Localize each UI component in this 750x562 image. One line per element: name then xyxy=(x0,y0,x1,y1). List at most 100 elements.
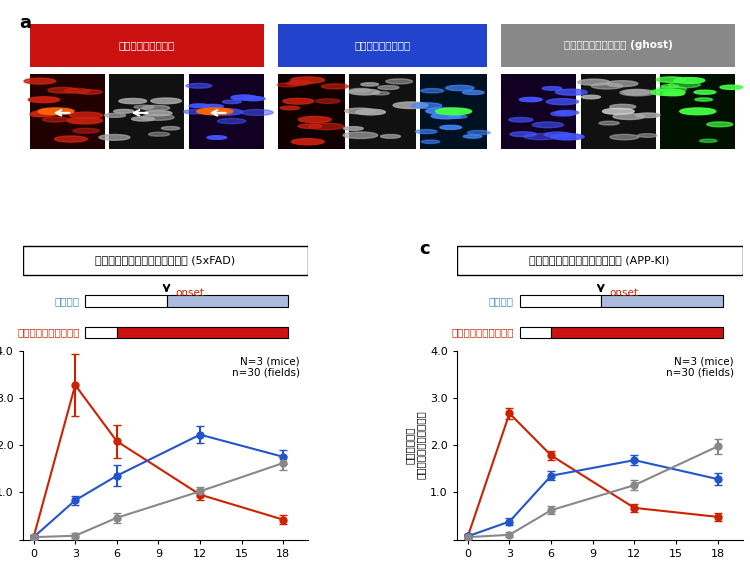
FancyBboxPatch shape xyxy=(86,327,117,338)
Circle shape xyxy=(73,128,99,133)
Text: アルツハイマー病モデルその１ (5xFAD): アルツハイマー病モデルその１ (5xFAD) xyxy=(95,255,236,265)
Circle shape xyxy=(114,110,134,113)
Circle shape xyxy=(289,80,312,85)
Circle shape xyxy=(386,79,412,84)
Circle shape xyxy=(104,114,126,117)
Circle shape xyxy=(345,108,375,114)
Circle shape xyxy=(24,78,56,84)
Text: N=3 (mice)
n=30 (fields): N=3 (mice) n=30 (fields) xyxy=(232,356,300,378)
Circle shape xyxy=(464,135,482,138)
Text: onset: onset xyxy=(609,288,638,298)
Circle shape xyxy=(650,89,686,96)
Circle shape xyxy=(524,134,557,140)
Circle shape xyxy=(232,95,258,100)
FancyBboxPatch shape xyxy=(551,327,722,338)
Circle shape xyxy=(231,95,256,100)
Circle shape xyxy=(64,88,90,93)
Circle shape xyxy=(43,117,68,122)
Text: ２次的ネクローシス: ２次的ネクローシス xyxy=(354,40,411,50)
Circle shape xyxy=(663,92,684,96)
FancyBboxPatch shape xyxy=(30,24,264,67)
Circle shape xyxy=(662,84,679,88)
Circle shape xyxy=(343,132,378,138)
FancyBboxPatch shape xyxy=(501,24,735,67)
Circle shape xyxy=(706,122,733,127)
Circle shape xyxy=(610,105,636,109)
Circle shape xyxy=(532,122,563,128)
FancyBboxPatch shape xyxy=(30,74,105,149)
Circle shape xyxy=(412,103,442,108)
FancyBboxPatch shape xyxy=(86,296,166,307)
FancyBboxPatch shape xyxy=(278,74,345,149)
Circle shape xyxy=(606,81,638,87)
Circle shape xyxy=(720,85,742,89)
Circle shape xyxy=(578,79,610,85)
Circle shape xyxy=(555,110,579,115)
Circle shape xyxy=(542,87,562,90)
Circle shape xyxy=(372,92,389,95)
Circle shape xyxy=(350,89,380,95)
Circle shape xyxy=(467,130,490,135)
Circle shape xyxy=(223,100,242,103)
Circle shape xyxy=(519,97,542,102)
Circle shape xyxy=(356,109,386,115)
Circle shape xyxy=(309,123,344,130)
Circle shape xyxy=(581,95,600,99)
Circle shape xyxy=(700,139,717,142)
Circle shape xyxy=(610,134,639,140)
Circle shape xyxy=(416,129,437,134)
Circle shape xyxy=(48,87,78,93)
Circle shape xyxy=(446,85,474,90)
Circle shape xyxy=(67,117,103,124)
FancyBboxPatch shape xyxy=(420,74,487,149)
Circle shape xyxy=(694,90,715,94)
Circle shape xyxy=(551,134,584,140)
Circle shape xyxy=(28,97,59,103)
Circle shape xyxy=(599,121,619,125)
Circle shape xyxy=(421,89,444,93)
Circle shape xyxy=(350,88,370,92)
Circle shape xyxy=(656,77,686,83)
Circle shape xyxy=(298,124,322,128)
Circle shape xyxy=(186,83,211,88)
Circle shape xyxy=(635,113,660,117)
Circle shape xyxy=(546,98,578,105)
Circle shape xyxy=(378,85,399,89)
Text: onset: onset xyxy=(175,288,204,298)
Circle shape xyxy=(131,117,154,121)
Circle shape xyxy=(196,108,232,115)
Circle shape xyxy=(440,125,462,129)
Circle shape xyxy=(189,104,209,108)
Text: 記憶障害: 記憶障害 xyxy=(489,296,514,306)
Circle shape xyxy=(695,98,712,101)
Circle shape xyxy=(99,134,130,140)
Circle shape xyxy=(657,87,686,92)
Text: a: a xyxy=(19,14,31,32)
FancyBboxPatch shape xyxy=(601,296,722,307)
FancyBboxPatch shape xyxy=(350,74,416,149)
FancyBboxPatch shape xyxy=(110,74,184,149)
FancyBboxPatch shape xyxy=(520,296,601,307)
Circle shape xyxy=(243,97,265,101)
FancyBboxPatch shape xyxy=(660,74,735,149)
Circle shape xyxy=(290,77,325,83)
Circle shape xyxy=(30,112,54,117)
Circle shape xyxy=(148,132,170,136)
Circle shape xyxy=(38,108,74,115)
Circle shape xyxy=(202,105,223,108)
Circle shape xyxy=(119,98,146,103)
Circle shape xyxy=(544,132,572,137)
Text: 細胞外アミロイド凝集: 細胞外アミロイド凝集 xyxy=(452,328,514,338)
Circle shape xyxy=(277,83,298,87)
Circle shape xyxy=(55,136,87,142)
Circle shape xyxy=(436,108,472,115)
Text: N=3 (mice)
n=30 (fields): N=3 (mice) n=30 (fields) xyxy=(666,356,734,378)
Circle shape xyxy=(144,111,172,116)
Circle shape xyxy=(298,116,332,123)
Circle shape xyxy=(242,110,273,115)
Circle shape xyxy=(77,90,102,94)
Circle shape xyxy=(393,102,427,108)
Circle shape xyxy=(322,84,349,89)
FancyBboxPatch shape xyxy=(278,24,487,67)
Circle shape xyxy=(510,132,536,137)
